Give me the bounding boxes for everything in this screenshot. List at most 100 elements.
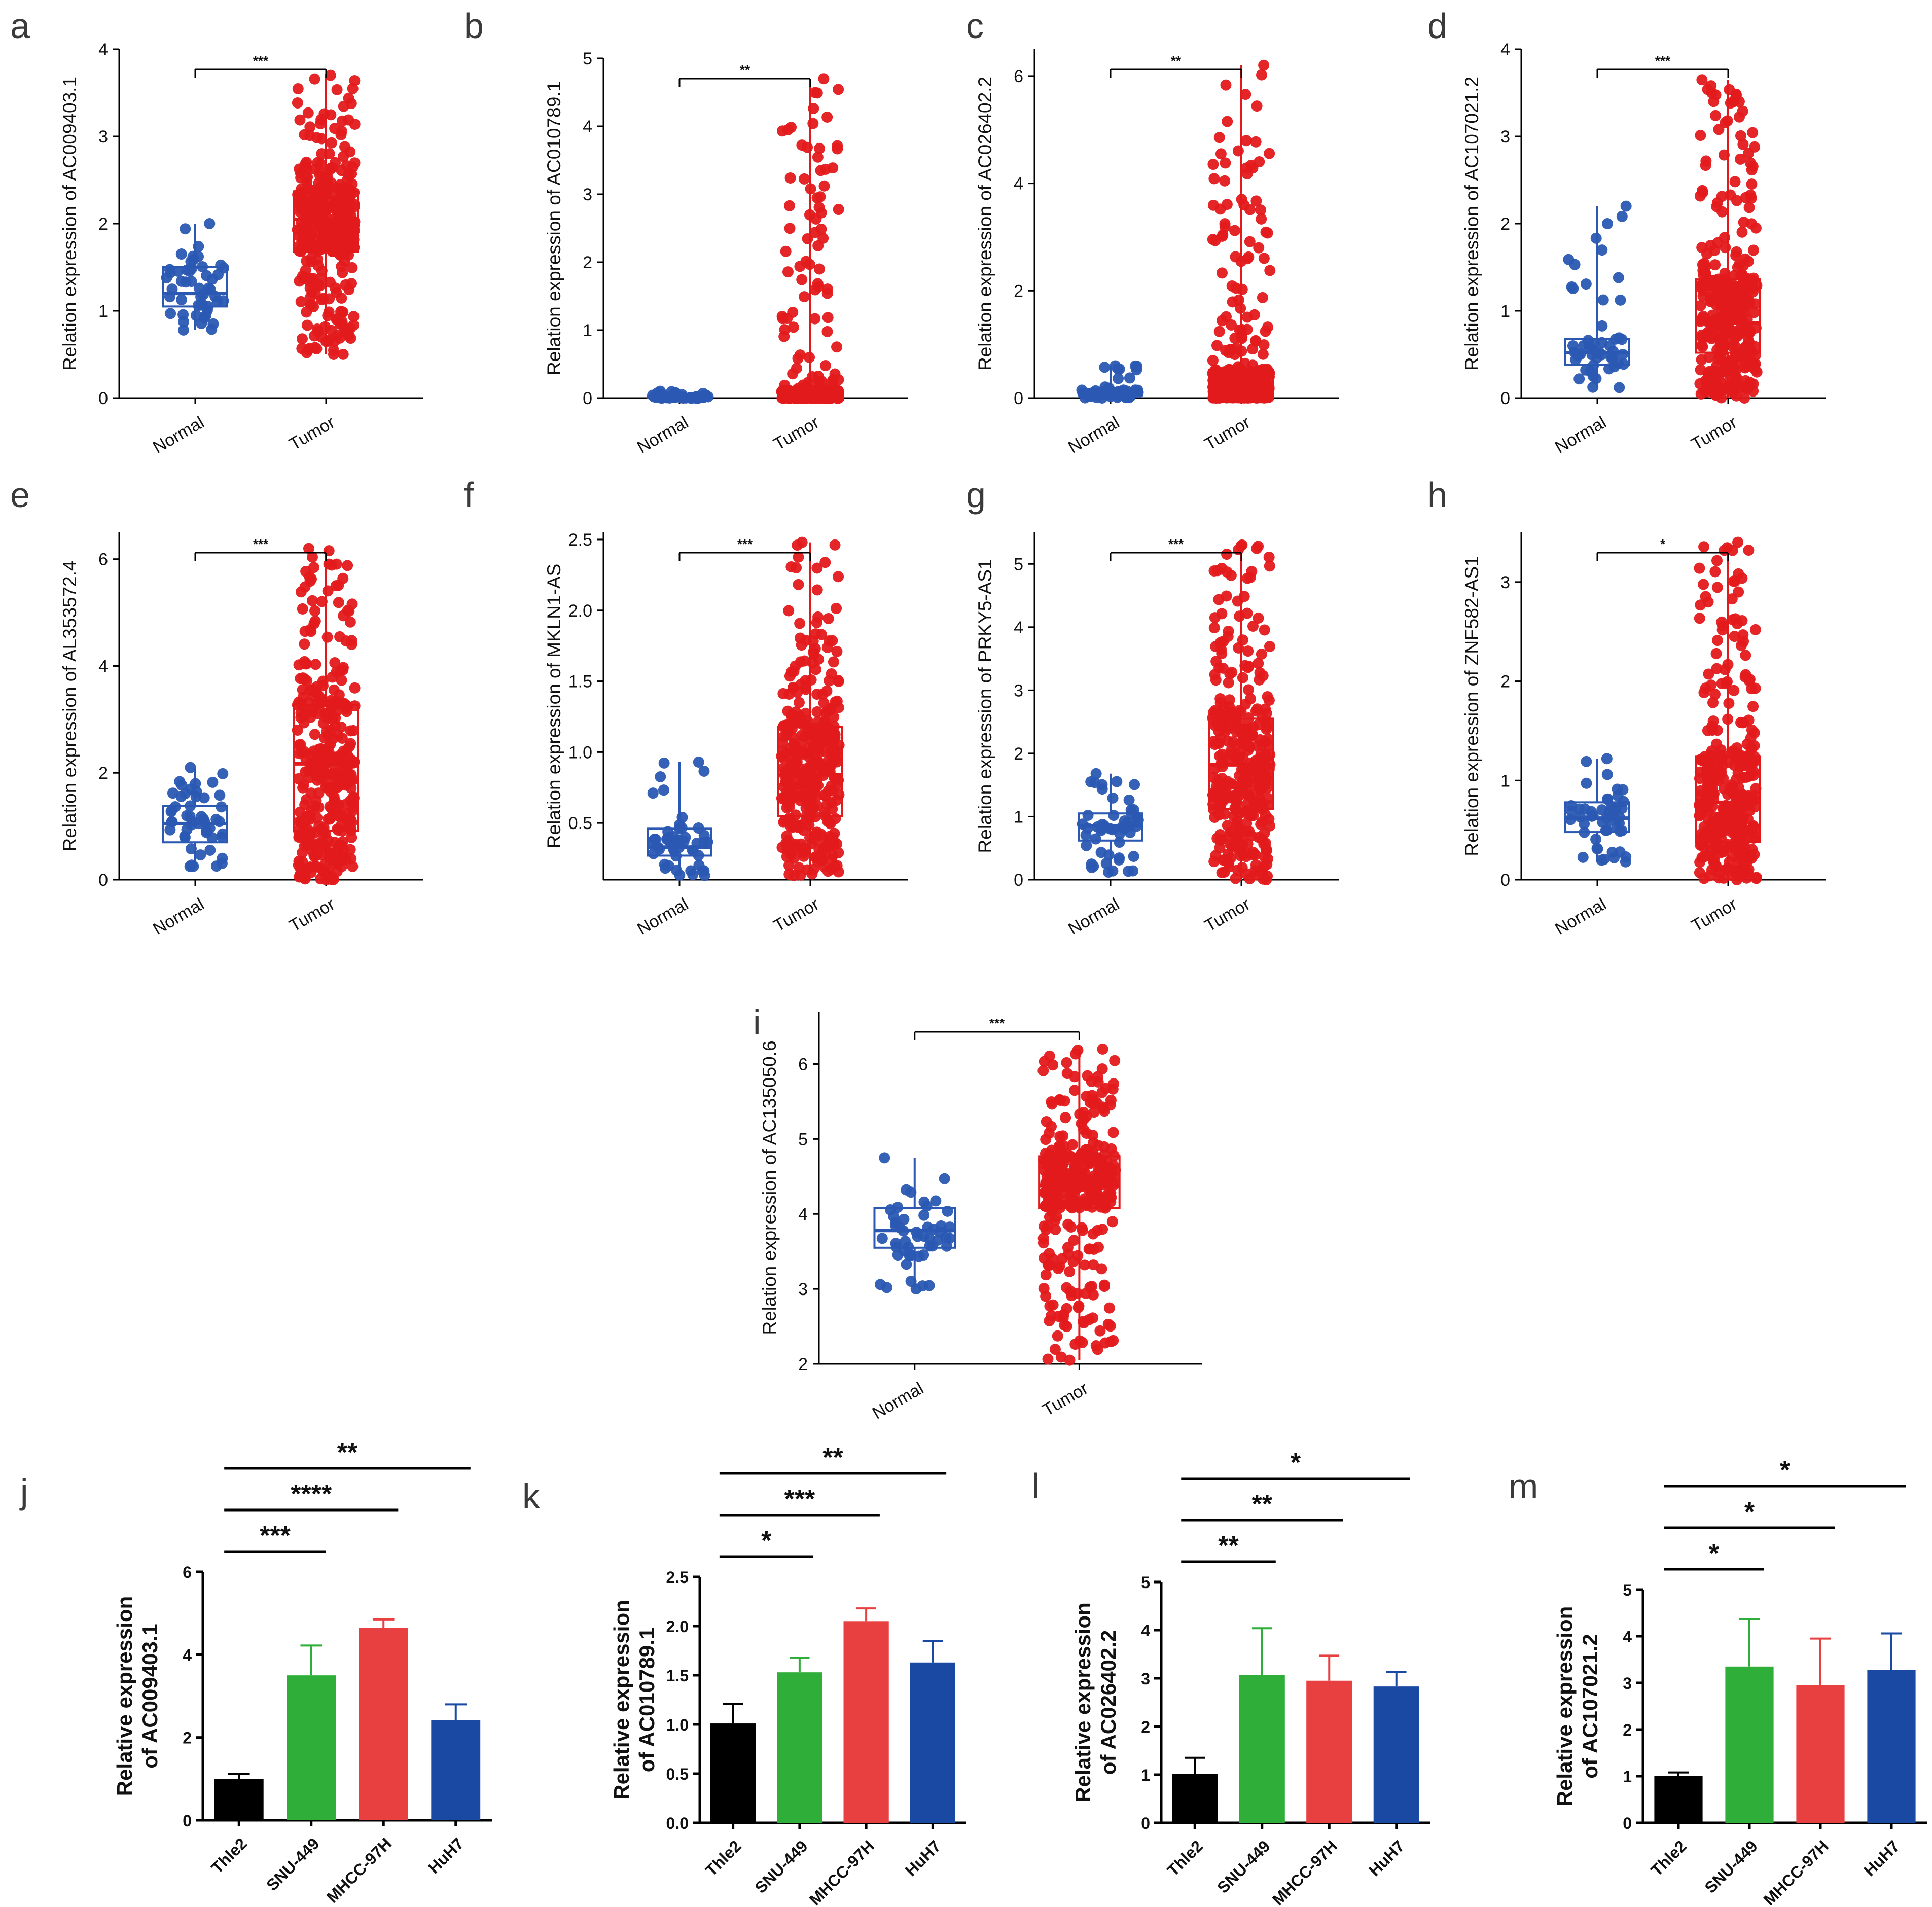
data-point (1707, 309, 1719, 321)
data-point (169, 801, 181, 813)
data-point (1732, 536, 1744, 548)
data-point (1604, 340, 1616, 352)
data-point (1085, 776, 1097, 787)
data-point (1088, 1106, 1100, 1118)
data-point (302, 107, 314, 119)
comparison-label: *** (784, 1485, 815, 1514)
data-point (1711, 344, 1723, 356)
data-point (1106, 1216, 1118, 1228)
data-point (785, 718, 797, 730)
data-point (795, 770, 807, 782)
data-point (782, 841, 794, 852)
panel-b: b 0 1 2 3 4 5 Relation expression of AC010789.1… (464, 6, 908, 457)
data-point (1067, 1139, 1079, 1150)
y-tick-label: 0 (583, 389, 592, 408)
y-tick-label: 6 (1014, 67, 1023, 86)
data-point (800, 675, 811, 687)
data-point (1053, 1172, 1065, 1183)
y-tick-label: 2.5 (666, 1568, 689, 1587)
data-point (1221, 590, 1232, 602)
data-point (1256, 816, 1268, 827)
data-point (1747, 244, 1759, 256)
data-point (332, 842, 344, 854)
data-point (1241, 775, 1253, 786)
y-axis-label-line1: Relative expression (610, 1600, 633, 1800)
data-point (822, 785, 834, 797)
data-point (1592, 843, 1603, 855)
data-point (1064, 1150, 1076, 1162)
data-point (1749, 298, 1761, 310)
data-point (1240, 89, 1251, 100)
data-point (1695, 785, 1706, 797)
data-point (829, 539, 841, 551)
data-point (320, 781, 332, 793)
x-tick-label: Thle2 (1647, 1837, 1690, 1880)
data-point (343, 114, 354, 126)
data-point (298, 710, 309, 722)
data-point (1124, 372, 1135, 384)
data-point (325, 69, 336, 81)
y-tick-label: 3 (798, 1280, 808, 1299)
data-point (1694, 190, 1706, 202)
data-point (1082, 810, 1094, 821)
data-point (1579, 818, 1590, 830)
y-tick-label: 4 (183, 1646, 192, 1664)
data-point (1223, 677, 1234, 689)
data-point (1245, 392, 1257, 404)
data-point (348, 199, 360, 210)
data-point (809, 313, 821, 325)
data-point (821, 723, 833, 735)
data-point (1211, 340, 1223, 351)
data-point (1601, 218, 1613, 229)
data-point (930, 1195, 942, 1207)
data-point (1741, 738, 1753, 750)
x-tick-label: HuH7 (424, 1834, 468, 1877)
data-point (1718, 773, 1729, 784)
data-point (1235, 302, 1246, 314)
data-point (1207, 159, 1219, 170)
panel-k: k 0.0 0.5 1.0 1.5 2.0 2.5 Relative expression of… (522, 1443, 966, 1907)
data-point (1237, 848, 1249, 860)
data-point (1698, 310, 1709, 322)
bar-huh7 (1867, 1670, 1916, 1823)
data-point (822, 613, 834, 624)
data-point (1694, 562, 1705, 574)
data-point (1224, 668, 1236, 680)
comparison-label: * (1709, 1539, 1720, 1568)
data-point (1719, 821, 1730, 833)
data-point (1694, 856, 1706, 868)
data-point (302, 231, 313, 243)
data-point (1241, 572, 1253, 584)
data-point (818, 180, 830, 192)
y-tick-label: 6 (98, 550, 108, 569)
data-point (1612, 790, 1624, 802)
data-point (651, 391, 662, 403)
bar-mhcc-97h (1306, 1680, 1352, 1823)
data-point (1214, 829, 1226, 841)
data-point (815, 165, 827, 176)
data-point (1037, 1233, 1049, 1244)
data-point (1251, 543, 1263, 554)
bar-snu-449 (777, 1672, 822, 1823)
data-point (1590, 834, 1602, 845)
data-point (1749, 364, 1761, 376)
data-point (185, 256, 197, 267)
y-tick-label: 3 (1500, 127, 1510, 147)
data-point (1103, 1302, 1115, 1314)
data-point (1081, 840, 1092, 851)
data-point (1256, 739, 1268, 751)
data-point (336, 261, 347, 272)
data-point (1045, 1172, 1056, 1183)
data-point (1737, 260, 1749, 271)
data-point (333, 239, 344, 251)
y-tick-label: 3 (1623, 1674, 1632, 1693)
data-point (1043, 1128, 1055, 1139)
data-point (1746, 178, 1758, 190)
data-point (676, 392, 688, 404)
data-point (1606, 846, 1618, 858)
data-point (179, 832, 191, 843)
data-point (1054, 1202, 1066, 1213)
data-point (1209, 669, 1221, 680)
data-point (1090, 768, 1102, 779)
data-point (1743, 202, 1755, 213)
